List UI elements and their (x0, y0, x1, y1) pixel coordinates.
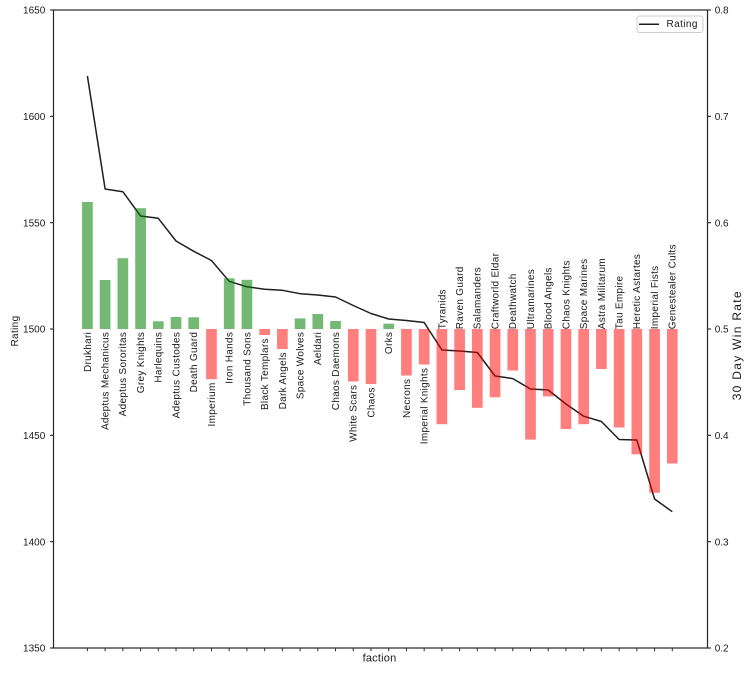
svg-text:0.7: 0.7 (715, 112, 729, 123)
svg-text:Blood Angels: Blood Angels (544, 267, 555, 329)
svg-text:Adeptus Mechanicus: Adeptus Mechanicus (101, 332, 112, 430)
svg-text:Tyranids: Tyranids (437, 289, 448, 329)
svg-text:1550: 1550 (23, 218, 46, 229)
svg-text:1650: 1650 (23, 6, 46, 17)
svg-text:0.3: 0.3 (715, 537, 729, 548)
svg-text:Imperial Fists: Imperial Fists (650, 266, 661, 330)
svg-text:Iron Hands: Iron Hands (225, 332, 236, 384)
svg-text:0.5: 0.5 (715, 325, 729, 336)
svg-text:Aeldari: Aeldari (313, 332, 324, 365)
svg-text:Imperium: Imperium (207, 382, 218, 426)
svg-text:0.4: 0.4 (715, 431, 729, 442)
svg-text:Raven Guard: Raven Guard (455, 266, 466, 329)
svg-text:Tau Empire: Tau Empire (615, 275, 626, 329)
svg-text:Deathwatch: Deathwatch (508, 273, 519, 329)
svg-text:Grey Knights: Grey Knights (136, 332, 147, 393)
svg-text:Salamanders: Salamanders (473, 267, 484, 329)
svg-text:White Scars: White Scars (349, 385, 360, 442)
svg-text:Dark Angels: Dark Angels (278, 352, 289, 409)
svg-text:0.6: 0.6 (715, 218, 729, 229)
svg-text:1400: 1400 (23, 537, 46, 548)
svg-text:Necrons: Necrons (402, 379, 413, 418)
svg-text:0.2: 0.2 (715, 644, 729, 655)
svg-text:Chaos Daemons: Chaos Daemons (331, 332, 342, 410)
svg-text:Orks: Orks (384, 332, 395, 354)
svg-text:Harlequins: Harlequins (154, 332, 165, 383)
svg-text:Space Wolves: Space Wolves (295, 332, 306, 399)
svg-text:Death Guard: Death Guard (189, 332, 200, 393)
svg-text:Adeptus Sororitas: Adeptus Sororitas (118, 332, 129, 417)
svg-text:Astra Militarum: Astra Militarum (597, 258, 608, 329)
svg-text:Rating: Rating (10, 315, 21, 346)
svg-text:Thousand Sons: Thousand Sons (242, 332, 253, 406)
svg-text:Black Templars: Black Templars (260, 338, 271, 410)
svg-text:Genestealer Cults: Genestealer Cults (668, 244, 679, 329)
svg-text:Chaos Knights: Chaos Knights (561, 260, 572, 329)
svg-text:Imperial Knights: Imperial Knights (420, 368, 431, 445)
svg-text:30 Day Win Rate: 30 Day Win Rate (730, 290, 744, 400)
svg-text:1600: 1600 (23, 112, 46, 123)
svg-text:Space Marines: Space Marines (579, 259, 590, 330)
svg-text:Rating: Rating (667, 19, 698, 30)
svg-text:0.8: 0.8 (715, 6, 729, 17)
svg-text:Chaos: Chaos (366, 387, 377, 417)
svg-text:1350: 1350 (23, 644, 46, 655)
svg-text:Drukhari: Drukhari (83, 332, 94, 372)
svg-text:Heretic Astartes: Heretic Astartes (632, 254, 643, 329)
svg-text:Ultramarines: Ultramarines (526, 269, 537, 329)
svg-text:Craftworld Eldar: Craftworld Eldar (490, 252, 501, 329)
svg-text:faction: faction (363, 652, 397, 664)
svg-text:1450: 1450 (23, 431, 46, 442)
svg-text:1500: 1500 (23, 325, 46, 336)
svg-text:Adeptus Custodes: Adeptus Custodes (171, 332, 182, 419)
